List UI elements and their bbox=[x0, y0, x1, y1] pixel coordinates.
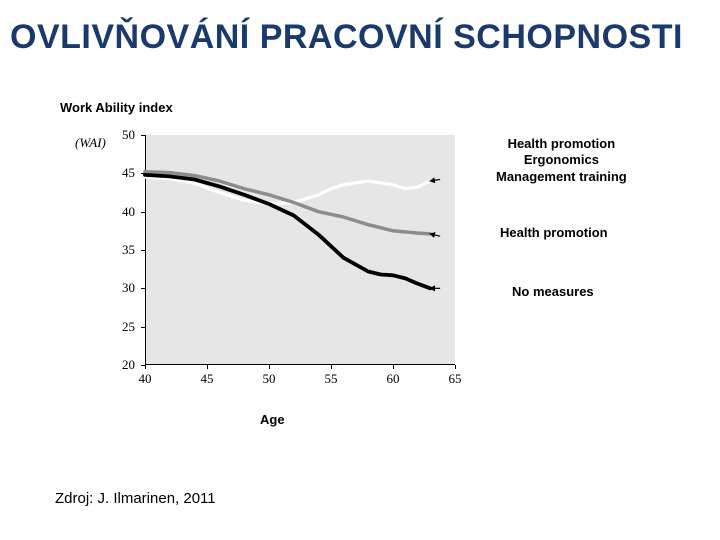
x-tick-label: 65 bbox=[440, 371, 470, 387]
x-tick-label: 40 bbox=[130, 371, 160, 387]
x-tick-label: 45 bbox=[192, 371, 222, 387]
series-label-health-only: Health promotion bbox=[500, 225, 608, 241]
slide-title: OVLIVŇOVÁNÍ PRACOVNÍ SCHOPNOSTI bbox=[0, 0, 720, 67]
arrow-health-only bbox=[430, 234, 440, 236]
x-tick-label: 60 bbox=[378, 371, 408, 387]
arrow-combined bbox=[430, 179, 440, 181]
y-tick-label: 40 bbox=[105, 204, 135, 220]
series-label-no-measures: No measures bbox=[512, 284, 594, 300]
y-tick bbox=[141, 250, 145, 251]
y-tick-label: 50 bbox=[105, 127, 135, 143]
y-tick bbox=[141, 173, 145, 174]
y-tick-label: 35 bbox=[105, 242, 135, 258]
y-tick bbox=[141, 327, 145, 328]
x-tick bbox=[207, 365, 208, 369]
y-tick bbox=[141, 135, 145, 136]
x-tick bbox=[145, 365, 146, 369]
wai-paren-label: (WAI) bbox=[75, 135, 106, 151]
x-tick bbox=[393, 365, 394, 369]
y-tick-label: 30 bbox=[105, 280, 135, 296]
y-tick-label: 25 bbox=[105, 319, 135, 335]
y-tick bbox=[141, 212, 145, 213]
source-citation: Zdroj: J. Ilmarinen, 2011 bbox=[55, 490, 216, 507]
x-tick-label: 55 bbox=[316, 371, 346, 387]
y-axis-title: Work Ability index bbox=[60, 100, 173, 115]
x-tick-label: 50 bbox=[254, 371, 284, 387]
series-line-no-measures bbox=[145, 175, 430, 288]
y-tick bbox=[141, 288, 145, 289]
x-tick bbox=[269, 365, 270, 369]
x-axis-title: Age bbox=[260, 412, 285, 427]
x-tick bbox=[455, 365, 456, 369]
series-label-combined: Health promotionErgonomicsManagement tra… bbox=[496, 136, 627, 185]
y-tick-label: 45 bbox=[105, 165, 135, 181]
x-tick bbox=[331, 365, 332, 369]
